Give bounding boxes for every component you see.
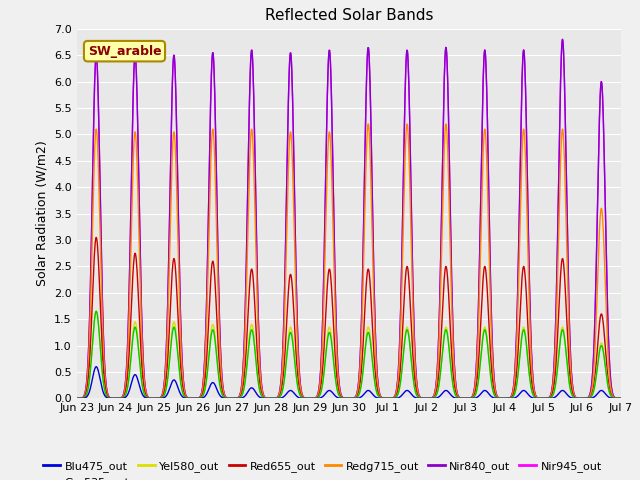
Legend: Blu475_out, Grn535_out, Yel580_out, Red655_out, Redg715_out, Nir840_out, Nir945_: Blu475_out, Grn535_out, Yel580_out, Red6… (39, 456, 606, 480)
Y-axis label: Solar Radiation (W/m2): Solar Radiation (W/m2) (36, 141, 49, 287)
Title: Reflected Solar Bands: Reflected Solar Bands (264, 9, 433, 24)
Text: SW_arable: SW_arable (88, 45, 161, 58)
